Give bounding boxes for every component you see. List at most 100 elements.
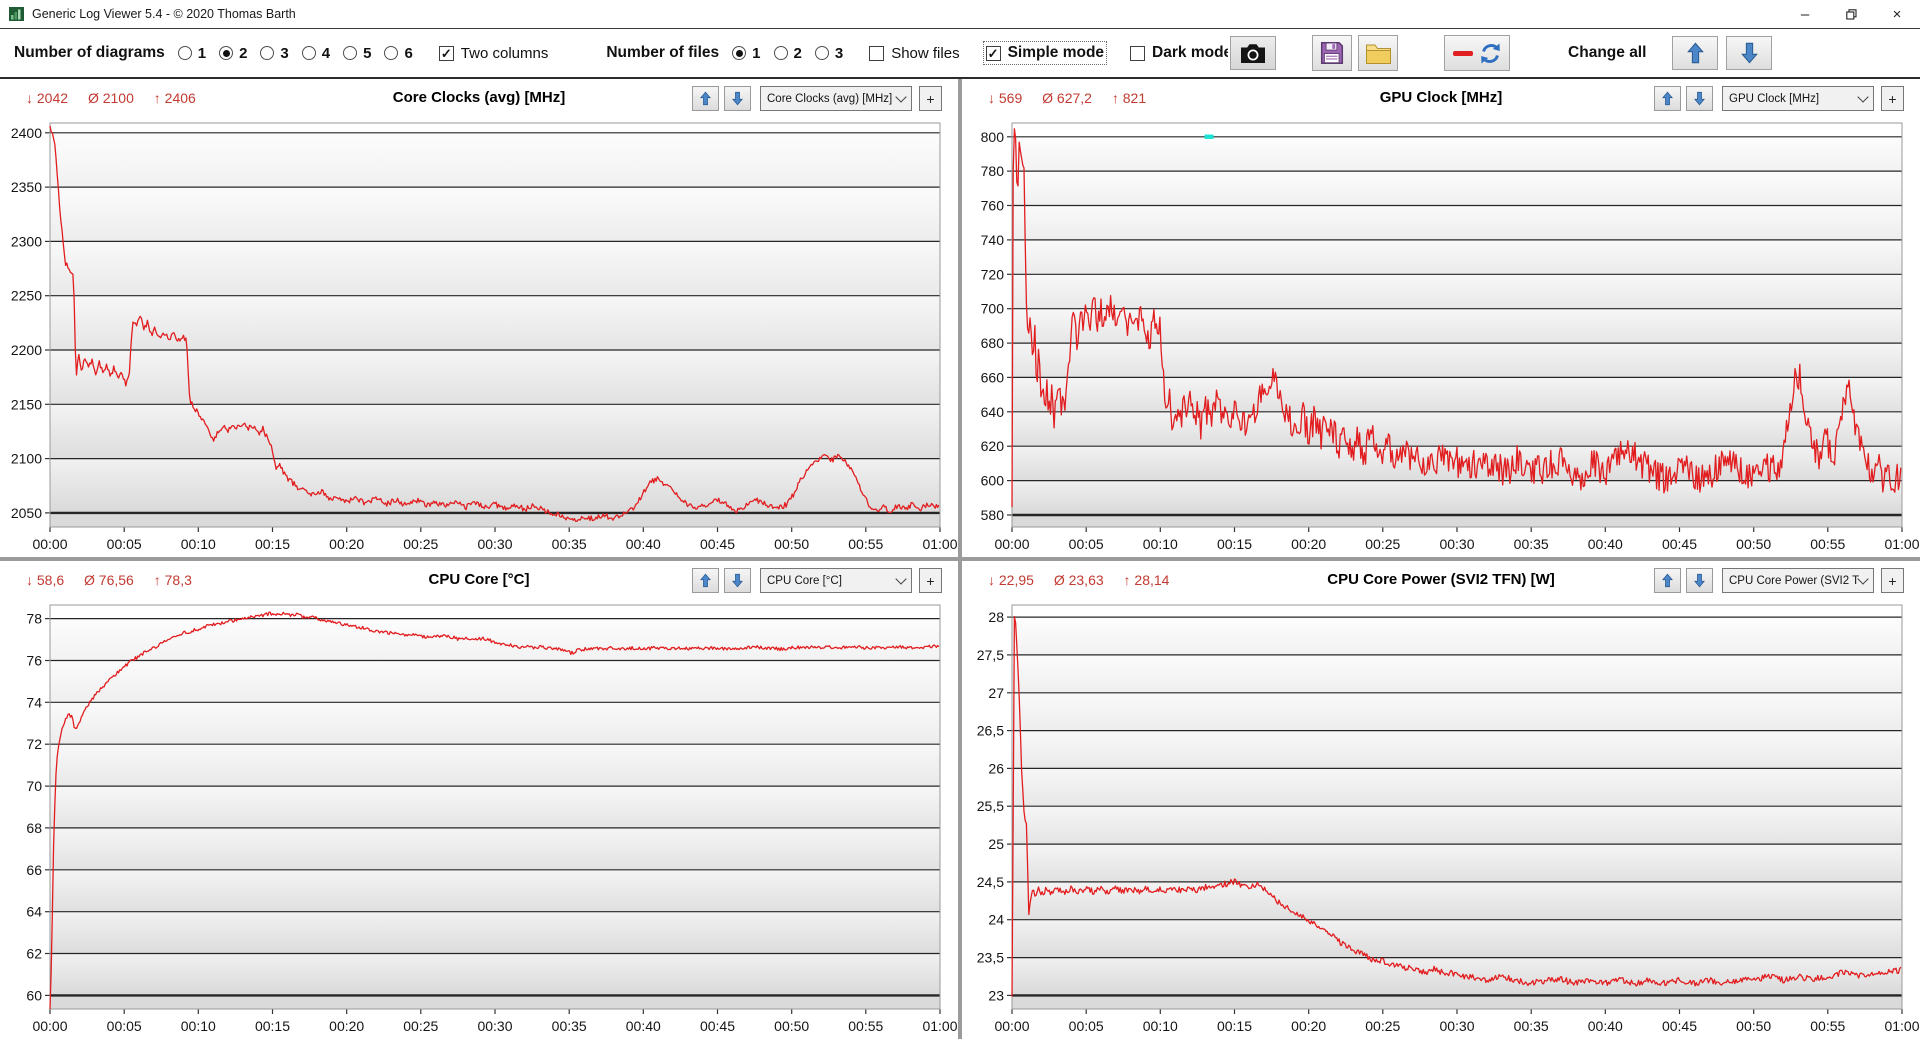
svg-text:00:20: 00:20 (1291, 1018, 1326, 1034)
svg-text:2300: 2300 (11, 233, 42, 249)
svg-text:28: 28 (988, 609, 1004, 625)
svg-text:00:35: 00:35 (1514, 1018, 1549, 1034)
open-folder-button[interactable] (1358, 35, 1399, 71)
chart-move-down-button[interactable] (724, 568, 751, 593)
restore-icon (1845, 8, 1857, 20)
app-icon (9, 7, 24, 21)
number-of-files-label: Number of files (606, 44, 720, 61)
radio-diagrams-1[interactable]: 1 (177, 44, 207, 62)
change-all-up-button[interactable] (1672, 36, 1719, 70)
svg-text:78: 78 (26, 611, 42, 627)
chart-signal-select[interactable]: CPU Core [°C] (760, 568, 912, 593)
chart-move-up-button[interactable] (692, 568, 719, 593)
radio-files-2[interactable]: 2 (773, 45, 802, 62)
svg-text:00:15: 00:15 (255, 536, 290, 552)
svg-text:24,5: 24,5 (977, 874, 1004, 890)
chart-add-signal-button[interactable]: + (1881, 568, 1904, 593)
svg-text:2350: 2350 (11, 179, 42, 195)
checkbox-label: Simple mode (1007, 44, 1105, 61)
radio-icon (773, 46, 788, 60)
svg-text:00:25: 00:25 (403, 536, 438, 552)
chart-add-signal-button[interactable]: + (919, 568, 942, 593)
chart-panel-gpu-clock: ↓ 569 Ø 627,2 ↑ 821 GPU Clock [MHz] GPU (962, 79, 1920, 557)
svg-text:00:25: 00:25 (1365, 1018, 1400, 1034)
svg-text:00:45: 00:45 (1662, 536, 1697, 552)
close-button[interactable]: × (1874, 0, 1920, 28)
svg-text:01:00: 01:00 (1884, 1018, 1919, 1034)
svg-text:00:05: 00:05 (1069, 1018, 1104, 1034)
two-columns-checkbox[interactable]: ✓ Two columns (438, 44, 549, 62)
chart-signal-select[interactable]: Core Clocks (avg) [MHz] (760, 86, 912, 111)
svg-text:620: 620 (981, 438, 1005, 454)
radio-icon (260, 46, 275, 60)
screenshot-button[interactable] (1230, 36, 1277, 70)
svg-text:00:35: 00:35 (552, 536, 587, 552)
chart-move-up-button[interactable] (692, 86, 719, 111)
arrow-up-icon (700, 91, 711, 106)
chart-add-signal-button[interactable]: + (919, 86, 942, 111)
chart-min-value: ↓ 22,95 (988, 572, 1034, 588)
chart-move-up-button[interactable] (1654, 568, 1681, 593)
radio-icon (177, 46, 192, 60)
window-controls: – × (1782, 0, 1920, 28)
radio-diagrams-3[interactable]: 3 (260, 45, 289, 62)
svg-text:25: 25 (988, 836, 1004, 852)
maximize-button[interactable] (1828, 0, 1874, 28)
svg-text:00:30: 00:30 (1439, 536, 1474, 552)
chevron-down-icon (1857, 572, 1869, 585)
svg-text:00:00: 00:00 (32, 1018, 67, 1034)
svg-text:00:50: 00:50 (1736, 1018, 1771, 1034)
chart-stats: ↓ 22,95 Ø 23,63 ↑ 28,14 (988, 572, 1185, 588)
chart-move-down-button[interactable] (1686, 86, 1713, 111)
checkbox-label: Dark mode (1152, 44, 1229, 61)
svg-text:00:30: 00:30 (1439, 1018, 1474, 1034)
dark-mode-checkbox[interactable]: Dark mode (1130, 44, 1228, 62)
radio-files-3[interactable]: 3 (814, 44, 844, 62)
radio-icon (219, 46, 234, 60)
radio-label: 1 (197, 44, 207, 62)
chart-controls: CPU Core [°C] + (687, 568, 942, 593)
arrow-down-icon (732, 573, 743, 588)
simple-mode-checkbox[interactable]: ✓ Simple mode (982, 41, 1108, 65)
radio-diagrams-6[interactable]: 6 (384, 45, 413, 62)
chart-avg-value: Ø 76,56 (84, 572, 134, 588)
chart-add-signal-button[interactable]: + (1881, 86, 1904, 111)
svg-text:00:30: 00:30 (477, 1018, 512, 1034)
show-files-checkbox[interactable]: Show files (869, 45, 960, 62)
svg-text:00:35: 00:35 (1514, 536, 1549, 552)
chart-move-down-button[interactable] (724, 86, 751, 111)
radio-diagrams-5[interactable]: 5 (343, 45, 371, 62)
svg-text:00:40: 00:40 (626, 536, 661, 552)
svg-text:25,5: 25,5 (977, 798, 1004, 814)
minimize-button[interactable]: – (1782, 0, 1828, 28)
svg-text:01:00: 01:00 (922, 1018, 957, 1034)
svg-text:00:40: 00:40 (1588, 536, 1623, 552)
svg-text:64: 64 (26, 904, 42, 920)
svg-text:00:25: 00:25 (1365, 536, 1400, 552)
radio-label: 2 (239, 44, 248, 62)
svg-text:01:00: 01:00 (1884, 536, 1919, 552)
change-all-down-button[interactable] (1726, 36, 1773, 70)
arrow-down-icon (1741, 42, 1758, 64)
radio-diagrams-2[interactable]: 2 (219, 45, 247, 62)
chart-move-down-button[interactable] (1686, 568, 1713, 593)
radio-diagrams-4[interactable]: 4 (301, 45, 330, 62)
svg-text:27: 27 (988, 685, 1004, 701)
svg-text:00:10: 00:10 (181, 536, 216, 552)
svg-text:700: 700 (981, 301, 1005, 317)
chart-signal-select-value: CPU Core Power (SVI2 TFN) [W] (1729, 574, 1859, 587)
save-button[interactable] (1312, 35, 1353, 71)
radio-files-1[interactable]: 1 (732, 45, 761, 62)
reset-refresh-button[interactable] (1444, 35, 1511, 71)
chevron-down-icon (895, 90, 907, 103)
radio-label: 5 (363, 44, 372, 62)
chart-stats: ↓ 58,6 Ø 76,56 ↑ 78,3 (26, 572, 208, 588)
checkbox-label: Two columns (460, 44, 549, 62)
chart-signal-select-value: CPU Core [°C] (767, 574, 842, 587)
refresh-icon (1480, 43, 1500, 63)
radio-label: 3 (834, 44, 844, 62)
chart-move-up-button[interactable] (1654, 86, 1681, 111)
chart-signal-select[interactable]: GPU Clock [MHz] (1722, 86, 1874, 111)
chart-signal-select[interactable]: CPU Core Power (SVI2 TFN) [W] (1722, 568, 1874, 593)
chart-min-value: ↓ 2042 (26, 90, 69, 106)
